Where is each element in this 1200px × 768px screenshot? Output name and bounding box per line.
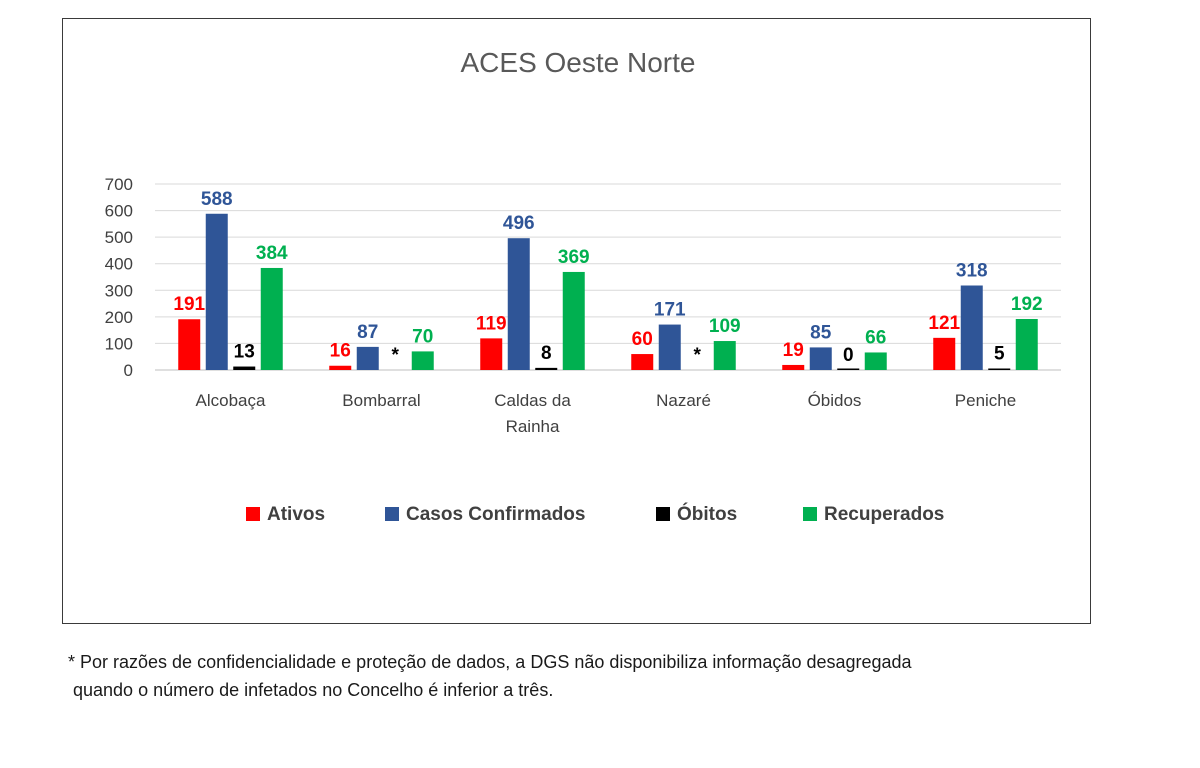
data-label: 13	[234, 342, 255, 363]
data-label: 119	[476, 313, 507, 334]
gridlines	[155, 183, 1061, 371]
data-label: 19	[783, 340, 804, 361]
legend-label: Óbitos	[677, 503, 737, 525]
bar	[1015, 318, 1038, 370]
data-label: 318	[956, 261, 988, 282]
data-label: 192	[1011, 294, 1043, 315]
data-label: 0	[843, 345, 854, 366]
bar	[809, 347, 832, 370]
bar	[205, 213, 228, 370]
bar	[411, 351, 434, 370]
bar	[233, 366, 256, 370]
y-axis-ticks: 0 100 200 300 400 500 600 700	[105, 175, 133, 380]
data-label: 369	[558, 247, 590, 268]
bar	[329, 365, 352, 370]
bar	[658, 324, 681, 370]
bar	[260, 267, 283, 370]
y-tick-label: 500	[105, 228, 133, 247]
x-category-label: Nazaré	[656, 391, 711, 410]
bar	[631, 354, 654, 370]
data-label: 16	[330, 341, 351, 362]
bars	[178, 213, 1038, 370]
data-label: 5	[994, 344, 1005, 365]
legend-swatch	[803, 507, 817, 521]
legend-swatch	[385, 507, 399, 521]
data-label: 496	[503, 213, 535, 234]
legend: Ativos Casos Confirmados Óbitos Recuperados	[246, 503, 944, 525]
y-tick-label: 0	[124, 361, 133, 380]
bar	[713, 341, 736, 370]
data-label: 85	[810, 322, 832, 343]
x-category-label: Bombarral	[342, 391, 420, 410]
bar	[988, 368, 1011, 370]
data-label: 70	[412, 326, 433, 347]
bar	[837, 368, 860, 370]
legend-swatch	[656, 507, 670, 521]
x-category-label: Óbidos	[808, 391, 862, 410]
bar	[562, 271, 585, 370]
data-label: 384	[256, 243, 288, 264]
x-category-label: Peniche	[955, 391, 1016, 410]
footnote: * Por razões de confidencialidade e prot…	[68, 648, 1148, 704]
y-tick-label: 700	[105, 175, 133, 194]
bar	[535, 367, 558, 370]
legend-label: Casos Confirmados	[406, 504, 585, 525]
data-label: 87	[357, 322, 378, 343]
footnote-line-2: quando o número de infetados no Concelho…	[73, 680, 554, 700]
x-category-label: Caldas da	[494, 391, 571, 410]
bar-chart: ACES Oeste Norte 0100200300400500600700 …	[105, 47, 1061, 525]
x-axis-categories: Alcobaça Bombarral Caldas da Rainha Nazaré Ób…	[196, 391, 1017, 436]
y-tick-label: 100	[105, 334, 133, 353]
chart-title: ACES Oeste Norte	[461, 47, 696, 78]
bar	[933, 337, 956, 370]
legend-label: Ativos	[267, 504, 325, 525]
bar	[960, 285, 983, 370]
y-tick-label: 600	[105, 202, 133, 221]
data-label: *	[392, 345, 400, 366]
chart-frame: ACES Oeste Norte 0 100 200 300 400 500 600 700 …	[62, 18, 1091, 624]
legend-label: Recuperados	[824, 504, 944, 525]
x-category-label: Rainha	[506, 417, 560, 436]
bar	[480, 338, 503, 370]
bar	[356, 346, 379, 370]
data-label: 60	[632, 329, 653, 350]
data-label: 109	[709, 316, 741, 337]
x-category-label: Alcobaça	[196, 391, 266, 410]
y-tick-label: 300	[105, 281, 133, 300]
footnote-line-1: * Por razões de confidencialidade e prot…	[68, 652, 912, 672]
bar	[864, 352, 887, 370]
bar	[782, 364, 805, 370]
y-tick-label: 400	[105, 255, 133, 274]
data-label: 8	[541, 343, 552, 364]
y-tick-label: 200	[105, 308, 133, 327]
data-label: *	[694, 345, 702, 366]
data-label: 66	[865, 327, 886, 348]
data-label: 588	[201, 189, 233, 210]
bar	[178, 319, 201, 370]
bar	[507, 238, 530, 370]
legend-swatch	[246, 507, 260, 521]
data-label: 171	[654, 300, 686, 321]
data-label: 191	[173, 294, 205, 315]
data-label: 121	[928, 313, 960, 334]
